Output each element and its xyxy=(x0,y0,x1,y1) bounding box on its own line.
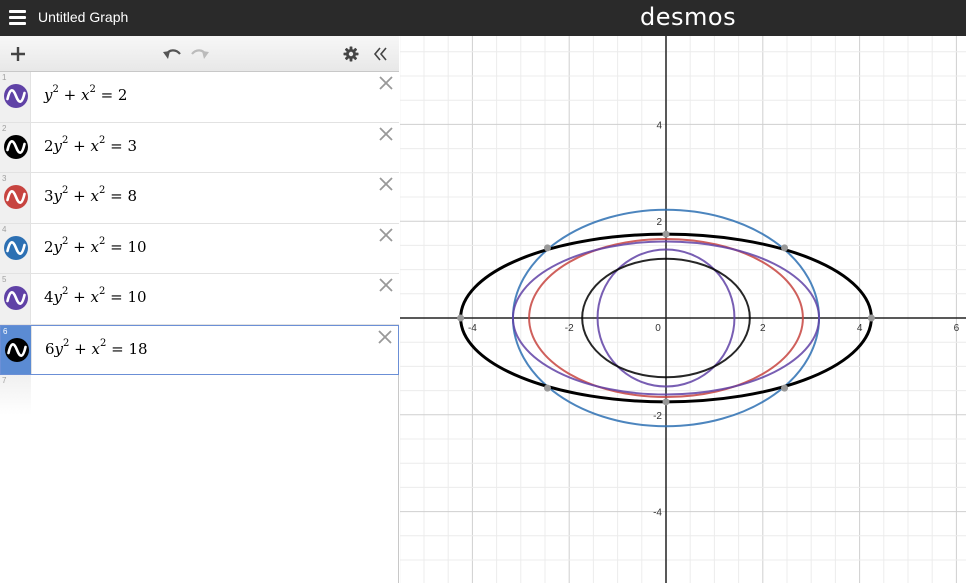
expression-tab[interactable]: 4 xyxy=(0,223,31,273)
rhs-value: 3 xyxy=(127,136,138,155)
coefficient: 6 xyxy=(45,339,55,358)
expression-row[interactable]: 6 6y2 + x2 = 18 xyxy=(0,324,399,375)
redo-icon[interactable] xyxy=(189,43,211,65)
new-expression-row[interactable]: 7 xyxy=(0,375,399,415)
expression-tab[interactable]: 2 xyxy=(0,122,31,172)
point-of-interest[interactable] xyxy=(457,314,465,322)
top-bar: Untitled Graph desmos xyxy=(0,0,966,36)
point-of-interest[interactable] xyxy=(781,384,789,392)
point-of-interest[interactable] xyxy=(662,230,670,238)
expression-number: 5 xyxy=(2,275,7,284)
expression-number: 4 xyxy=(2,224,7,234)
expression-tab[interactable]: 5 xyxy=(0,274,31,324)
gear-icon[interactable] xyxy=(341,43,361,65)
y-tick-label: 4 xyxy=(656,120,662,131)
expression-number: 7 xyxy=(2,376,7,385)
y-tick-label: -2 xyxy=(653,411,662,422)
expression-tab[interactable]: 1 xyxy=(0,72,31,122)
rhs-value: 10 xyxy=(127,237,147,256)
graph-color-swatch-icon[interactable] xyxy=(4,185,28,209)
x-tick-label: 0 xyxy=(655,323,661,334)
graph-color-swatch-icon[interactable] xyxy=(5,337,29,362)
ellipse-curve[interactable] xyxy=(596,248,736,388)
point-of-interest[interactable] xyxy=(543,244,551,252)
delete-expression-icon[interactable] xyxy=(377,226,395,244)
coefficient: 2 xyxy=(44,237,54,256)
rhs-value: 10 xyxy=(127,288,147,306)
ellipse-curve[interactable] xyxy=(528,237,804,399)
expression-number: 3 xyxy=(2,174,7,183)
x-tick-label: -2 xyxy=(565,323,574,334)
expression-formula[interactable]: 2y2 + x2 = 3 xyxy=(44,134,138,155)
coefficient: 2 xyxy=(44,136,54,155)
expression-row[interactable]: 3 3y2 + x2 = 8 xyxy=(0,173,399,224)
delete-expression-icon[interactable] xyxy=(377,175,395,193)
x-tick-label: 4 xyxy=(857,323,863,334)
expression-row[interactable]: 2 2y2 + x2 = 3 xyxy=(0,122,399,173)
rhs-value: 8 xyxy=(127,187,138,205)
delete-expression-icon[interactable] xyxy=(377,74,395,92)
expression-tab: 7 xyxy=(0,375,31,415)
delete-expression-icon[interactable] xyxy=(377,276,395,294)
expression-formula[interactable]: 4y2 + x2 = 10 xyxy=(44,286,147,306)
ellipse-curve[interactable] xyxy=(581,257,751,379)
graph-title[interactable]: Untitled Graph xyxy=(38,9,129,25)
expression-row[interactable]: 5 4y2 + x2 = 10 xyxy=(0,274,399,325)
expression-number: 6 xyxy=(3,326,8,336)
point-of-interest[interactable] xyxy=(543,384,551,392)
delete-expression-icon[interactable] xyxy=(376,328,394,346)
rhs-value: 18 xyxy=(128,339,148,358)
point-of-interest[interactable] xyxy=(867,314,875,322)
expression-formula[interactable]: 2y2 + x2 = 10 xyxy=(44,235,147,256)
x-tick-label: 6 xyxy=(954,323,960,334)
x-tick-label: 2 xyxy=(760,323,766,334)
expression-formula[interactable]: y2 + x2 = 2 xyxy=(44,84,128,104)
coefficient: 4 xyxy=(44,288,54,306)
expression-number: 2 xyxy=(2,123,7,133)
point-of-interest[interactable] xyxy=(662,398,670,406)
expression-number: 1 xyxy=(2,73,7,82)
expression-formula[interactable]: 6y2 + x2 = 18 xyxy=(45,337,148,358)
graph-color-swatch-icon[interactable] xyxy=(4,286,28,310)
expression-sidebar: 1 y2 + x2 = 2 2 2y2 + x2 = 3 3 3y2 + x2 … xyxy=(0,36,399,583)
desmos-logo: desmos xyxy=(640,3,737,31)
expression-list: 1 y2 + x2 = 2 2 2y2 + x2 = 3 3 3y2 + x2 … xyxy=(0,72,399,415)
undo-icon[interactable] xyxy=(161,43,183,65)
point-of-interest[interactable] xyxy=(781,244,789,252)
expression-toolbar xyxy=(0,36,399,72)
graph-color-swatch-icon[interactable] xyxy=(4,134,28,159)
ellipse-curve[interactable] xyxy=(511,240,821,396)
x-tick-label: -4 xyxy=(468,323,477,334)
expression-row[interactable]: 1 y2 + x2 = 2 xyxy=(0,72,399,123)
expression-tab[interactable]: 6 xyxy=(1,325,32,374)
graph-color-swatch-icon[interactable] xyxy=(4,235,28,260)
y-tick-label: 2 xyxy=(656,217,662,228)
delete-expression-icon[interactable] xyxy=(377,125,395,143)
y-tick-label: -4 xyxy=(653,508,662,519)
plus-icon[interactable] xyxy=(8,43,28,65)
expression-tab[interactable]: 3 xyxy=(0,173,31,223)
coefficient: 3 xyxy=(44,187,54,205)
graph-canvas[interactable]: -4 -2 0 2 4 6 4 2 -2 -4 xyxy=(400,36,966,583)
expression-row[interactable]: 4 2y2 + x2 = 10 xyxy=(0,223,399,274)
graph-paper[interactable]: -4 -2 0 2 4 6 4 2 -2 -4 xyxy=(400,36,966,583)
graph-color-swatch-icon[interactable] xyxy=(4,84,28,108)
expression-formula[interactable]: 3y2 + x2 = 8 xyxy=(44,185,138,205)
hamburger-menu-icon[interactable] xyxy=(9,10,26,25)
rhs-value: 2 xyxy=(117,86,128,104)
double-chevron-left-icon[interactable] xyxy=(370,43,390,65)
